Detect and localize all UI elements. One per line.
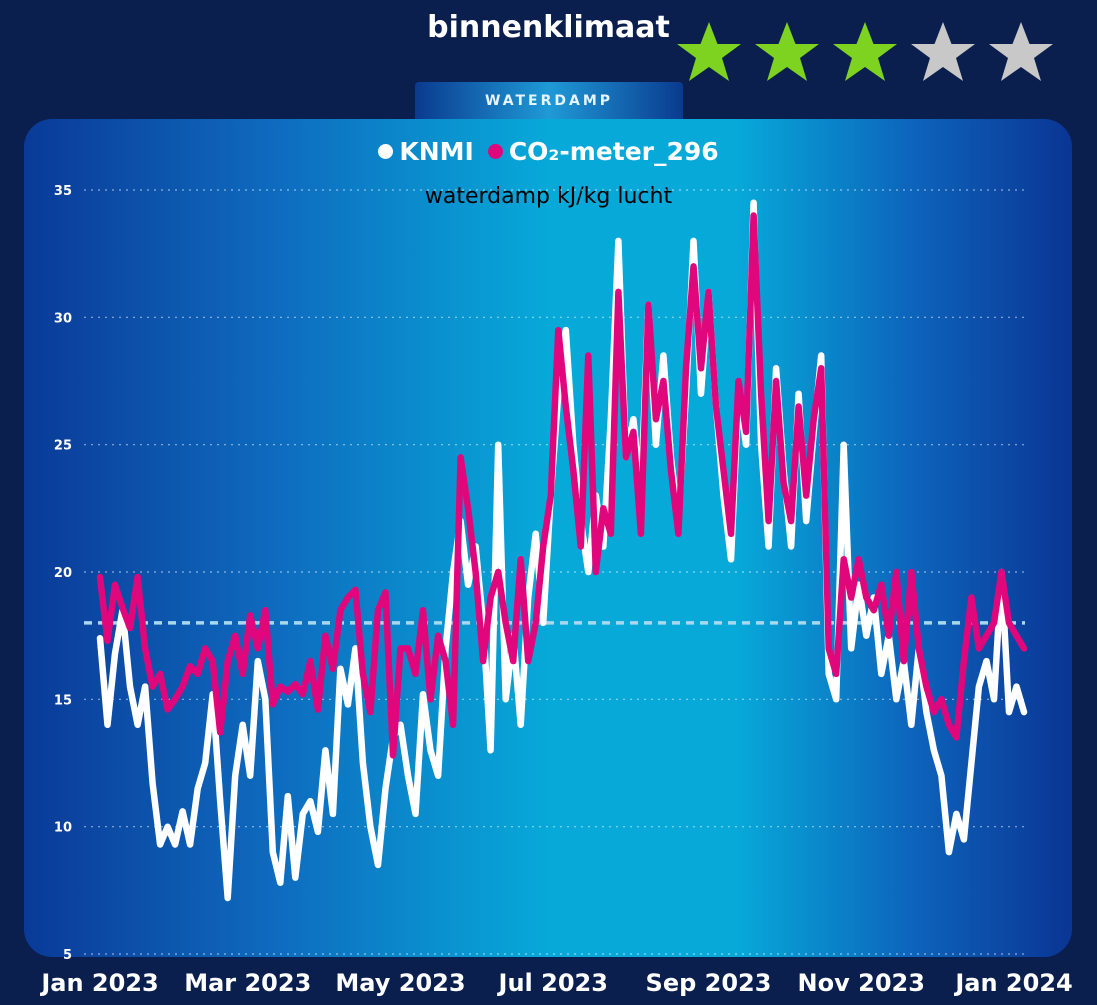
legend-dot-co2 <box>487 144 503 159</box>
y-tick-label-4: 25 <box>54 439 72 454</box>
series-line-co2 <box>96 212 1028 759</box>
y-tick-label-2: 15 <box>54 693 72 708</box>
star-icon-4 <box>911 22 975 81</box>
y-tick-label-1: 10 <box>54 821 72 836</box>
legend-label-knmi: KNMI <box>399 137 474 166</box>
star-rating <box>671 20 1059 84</box>
x-tick-label-0: Jan 2023 <box>39 969 158 997</box>
x-tick-label-2: May 2023 <box>335 969 465 997</box>
x-tick-label-1: Mar 2023 <box>184 969 311 997</box>
x-tick-label-6: Jan 2024 <box>953 969 1072 997</box>
x-tick-label-3: Jul 2023 <box>497 969 608 997</box>
y-tick-label-5: 30 <box>54 311 72 326</box>
page-title: binnenklimaat <box>427 10 670 45</box>
y-axis-label: waterdamp kJ/kg lucht <box>424 184 673 209</box>
x-tick-label-4: Sep 2023 <box>646 969 772 997</box>
star-icon-3 <box>833 22 897 81</box>
legend-item-co2[interactable]: CO₂-meter_296 <box>487 137 719 166</box>
legend-item-knmi[interactable]: KNMI <box>378 137 474 166</box>
star-icon-1 <box>677 22 741 81</box>
tab-waterdamp[interactable]: WATERDAMP <box>415 82 683 120</box>
chart-legend: KNMI CO₂-meter_296 <box>0 137 1097 166</box>
legend-dot-knmi <box>378 144 394 159</box>
x-tick-label-5: Nov 2023 <box>798 969 925 997</box>
series-line-knmi <box>96 199 1028 902</box>
y-tick-label-3: 20 <box>54 566 72 581</box>
y-tick-label-6: 35 <box>54 184 72 199</box>
y-tick-label-0: 5 <box>63 948 72 963</box>
star-icon-5 <box>989 22 1053 81</box>
legend-label-co2: CO₂-meter_296 <box>508 137 719 166</box>
star-icon-2 <box>755 22 819 81</box>
